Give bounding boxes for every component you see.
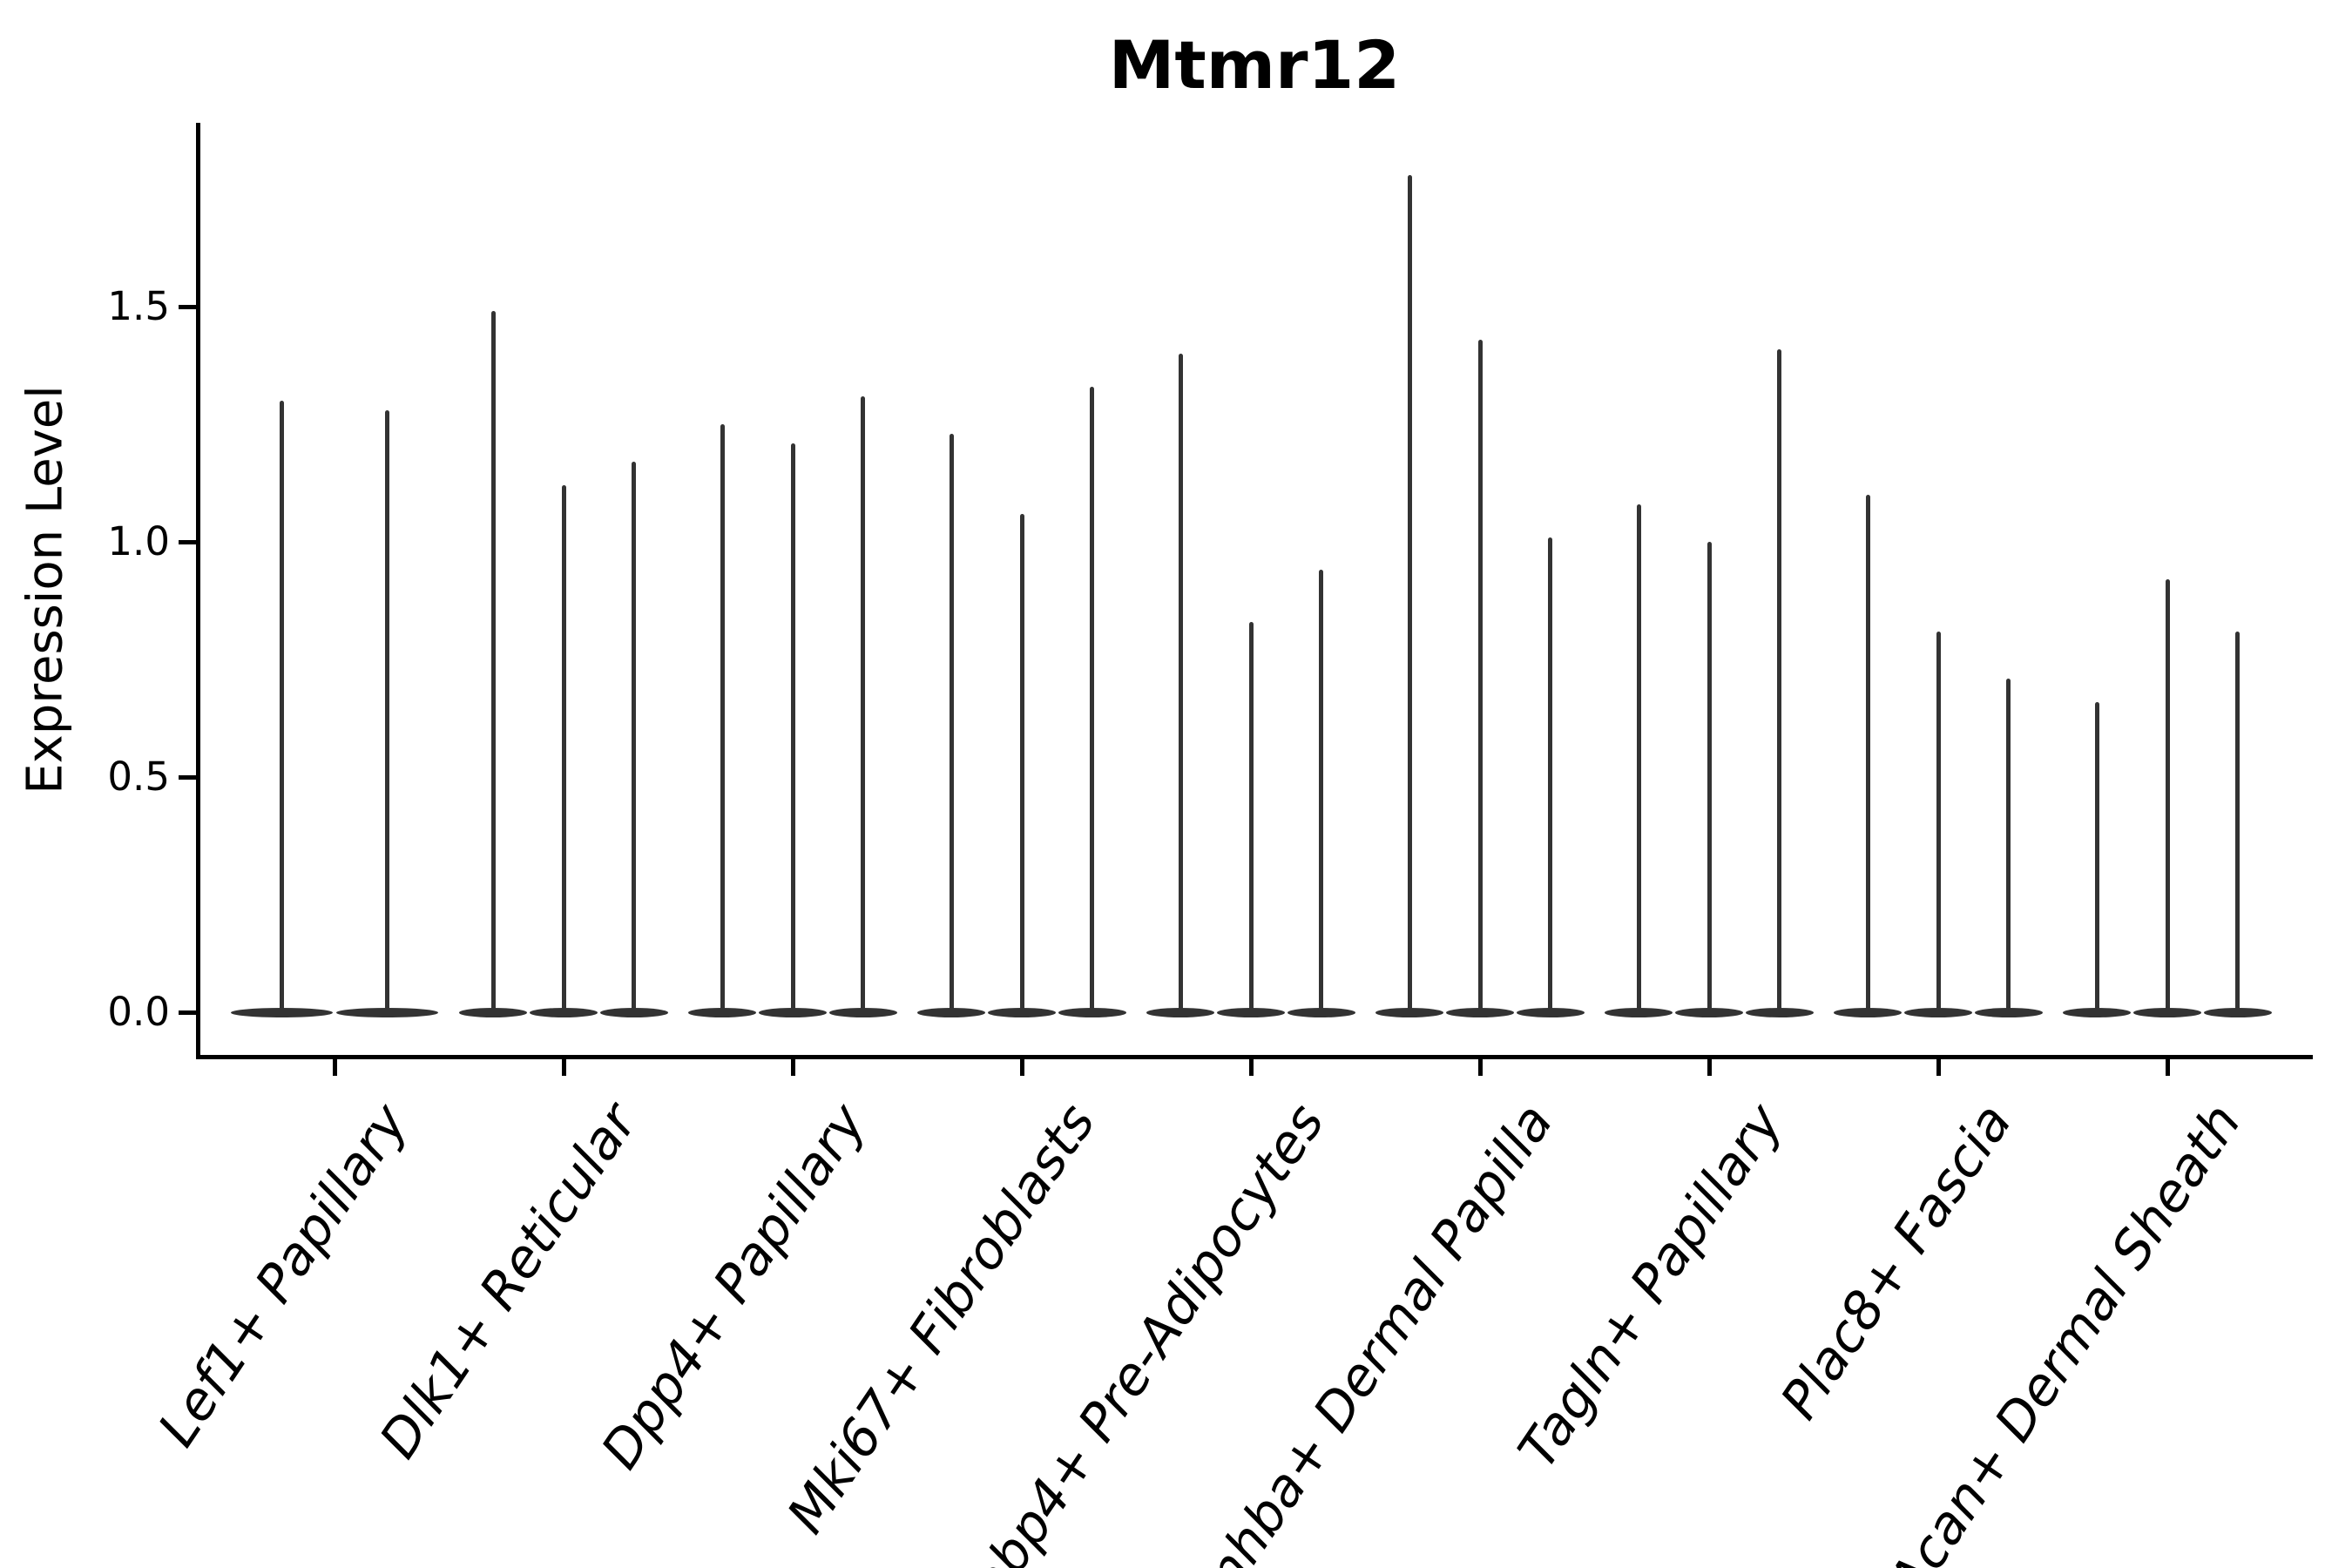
violin-spike — [720, 424, 725, 1012]
violin-spike — [1248, 621, 1254, 1012]
violin-base — [1445, 1007, 1515, 1017]
violin-base — [459, 1007, 528, 1017]
y-tick-mark — [178, 304, 196, 309]
violin-spike — [1865, 495, 1870, 1012]
x-axis-spine — [195, 1054, 2313, 1059]
x-tick-label: Tagln+ Papillary — [1506, 1093, 1795, 1480]
violin-base — [987, 1007, 1057, 1017]
violin-base — [1216, 1007, 1286, 1017]
violin-base — [1745, 1007, 1814, 1017]
violin-spike — [2094, 701, 2099, 1012]
y-tick-label: 1.5 — [107, 283, 170, 329]
violin-spike — [1548, 537, 1553, 1012]
violin-base — [1375, 1007, 1444, 1017]
violin-spike — [1019, 513, 1024, 1012]
violin-spike — [1636, 504, 1641, 1012]
x-tick-mark — [1707, 1058, 1712, 1076]
violin-base — [1674, 1007, 1744, 1017]
violin-spike — [861, 395, 866, 1012]
violin-base — [688, 1007, 757, 1017]
y-tick-label: 0.5 — [107, 754, 170, 800]
violin-spike — [2165, 579, 2170, 1012]
violin-base — [2063, 1007, 2132, 1017]
violin-base — [1058, 1007, 1126, 1017]
violin-base — [1516, 1007, 1585, 1017]
violin-spike — [1090, 386, 1095, 1012]
y-axis-spine — [195, 123, 200, 1059]
violin-base — [335, 1007, 439, 1017]
violin-spike — [385, 409, 389, 1012]
violin-spike — [2006, 678, 2011, 1012]
violin-spike — [1407, 174, 1412, 1012]
violin-spike — [280, 401, 284, 1012]
y-tick-mark — [178, 1010, 196, 1015]
x-tick-mark — [1019, 1058, 1024, 1076]
violin-base — [758, 1007, 828, 1017]
violin-spike — [1178, 354, 1183, 1012]
x-tick-label: Dlk1+ Reticular — [368, 1093, 650, 1470]
y-tick-mark — [178, 774, 196, 780]
violin-spike — [561, 485, 566, 1012]
violin-base — [2203, 1007, 2272, 1017]
violin-spike — [1777, 348, 1782, 1012]
violin-spike — [790, 443, 795, 1012]
violin-spike — [1707, 542, 1712, 1012]
y-axis-label: Expression Level — [17, 385, 74, 794]
y-tick-mark — [178, 539, 196, 544]
x-tick-mark — [561, 1058, 566, 1076]
violin-spike — [949, 433, 954, 1012]
violin-base — [828, 1007, 897, 1017]
violin-base — [2132, 1007, 2202, 1017]
y-tick-label: 1.0 — [107, 518, 170, 564]
y-tick-label: 0.0 — [107, 989, 170, 1035]
violin-base — [1903, 1007, 1973, 1017]
violin-base — [230, 1007, 334, 1017]
plot-title: Mtmr12 — [1108, 26, 1401, 104]
x-tick-mark — [1477, 1058, 1483, 1076]
x-tick-mark — [790, 1058, 795, 1076]
violin-base — [1287, 1007, 1355, 1017]
violin-base — [599, 1007, 668, 1017]
violin-base — [1974, 1007, 2043, 1017]
violin-spike — [490, 311, 496, 1012]
x-tick-label: Lef1+ Papillary — [146, 1093, 421, 1458]
violin-base — [917, 1007, 986, 1017]
violin-base — [1834, 1007, 1903, 1017]
x-tick-label: Plac8+ Fascia — [1768, 1093, 2024, 1430]
violin-base — [1605, 1007, 1673, 1017]
x-tick-mark — [1936, 1058, 1941, 1076]
violin-base — [1146, 1007, 1215, 1017]
violin-spike — [1477, 339, 1483, 1012]
violin-spike — [2235, 631, 2240, 1012]
x-tick-mark — [1248, 1058, 1254, 1076]
violin-spike — [1319, 570, 1324, 1012]
x-tick-mark — [332, 1058, 337, 1076]
violin-base — [529, 1007, 598, 1017]
violin-spike — [632, 462, 637, 1012]
x-tick-mark — [2165, 1058, 2170, 1076]
violin-spike — [1936, 631, 1941, 1012]
